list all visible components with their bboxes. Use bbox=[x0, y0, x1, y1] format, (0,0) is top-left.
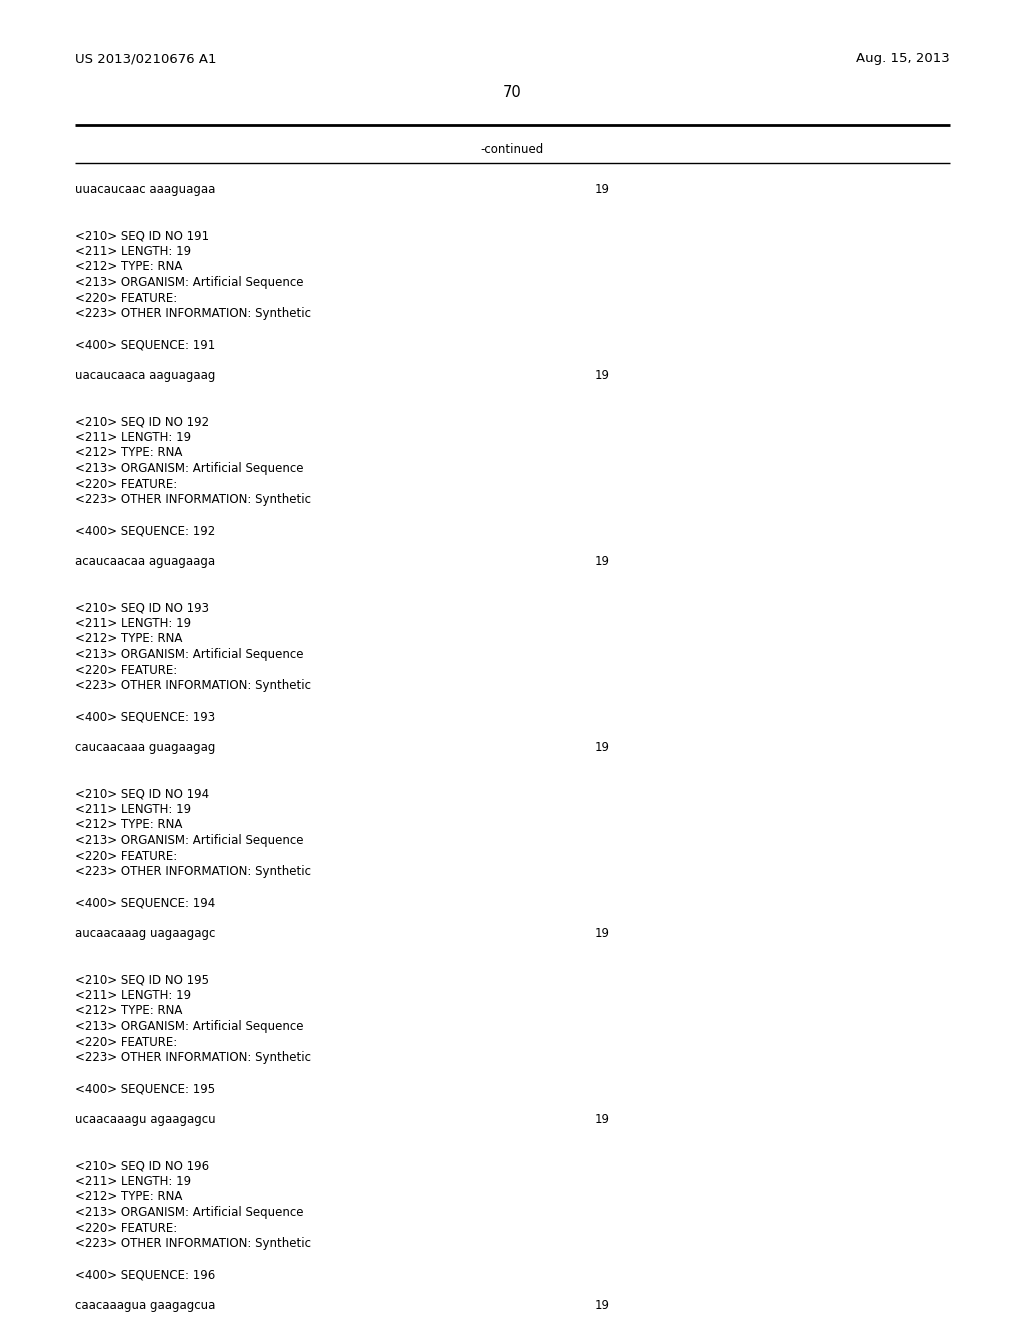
Text: <211> LENGTH: 19: <211> LENGTH: 19 bbox=[75, 803, 191, 816]
Text: 70: 70 bbox=[503, 84, 521, 100]
Text: US 2013/0210676 A1: US 2013/0210676 A1 bbox=[75, 51, 216, 65]
Text: <220> FEATURE:: <220> FEATURE: bbox=[75, 1221, 177, 1234]
Text: 19: 19 bbox=[595, 554, 610, 568]
Text: <223> OTHER INFORMATION: Synthetic: <223> OTHER INFORMATION: Synthetic bbox=[75, 492, 311, 506]
Text: <223> OTHER INFORMATION: Synthetic: <223> OTHER INFORMATION: Synthetic bbox=[75, 865, 311, 878]
Text: <210> SEQ ID NO 194: <210> SEQ ID NO 194 bbox=[75, 788, 209, 800]
Text: <212> TYPE: RNA: <212> TYPE: RNA bbox=[75, 260, 182, 273]
Text: <213> ORGANISM: Artificial Sequence: <213> ORGANISM: Artificial Sequence bbox=[75, 1020, 303, 1034]
Text: <223> OTHER INFORMATION: Synthetic: <223> OTHER INFORMATION: Synthetic bbox=[75, 678, 311, 692]
Text: <212> TYPE: RNA: <212> TYPE: RNA bbox=[75, 1005, 182, 1018]
Text: <213> ORGANISM: Artificial Sequence: <213> ORGANISM: Artificial Sequence bbox=[75, 834, 303, 847]
Text: <400> SEQUENCE: 196: <400> SEQUENCE: 196 bbox=[75, 1269, 215, 1280]
Text: <211> LENGTH: 19: <211> LENGTH: 19 bbox=[75, 989, 191, 1002]
Text: <223> OTHER INFORMATION: Synthetic: <223> OTHER INFORMATION: Synthetic bbox=[75, 308, 311, 319]
Text: <220> FEATURE:: <220> FEATURE: bbox=[75, 1035, 177, 1048]
Text: <213> ORGANISM: Artificial Sequence: <213> ORGANISM: Artificial Sequence bbox=[75, 462, 303, 475]
Text: <400> SEQUENCE: 192: <400> SEQUENCE: 192 bbox=[75, 524, 215, 537]
Text: aucaacaaag uagaagagc: aucaacaaag uagaagagc bbox=[75, 927, 215, 940]
Text: <220> FEATURE:: <220> FEATURE: bbox=[75, 850, 177, 862]
Text: <211> LENGTH: 19: <211> LENGTH: 19 bbox=[75, 616, 191, 630]
Text: <210> SEQ ID NO 191: <210> SEQ ID NO 191 bbox=[75, 230, 209, 243]
Text: 19: 19 bbox=[595, 1113, 610, 1126]
Text: <213> ORGANISM: Artificial Sequence: <213> ORGANISM: Artificial Sequence bbox=[75, 648, 303, 661]
Text: <212> TYPE: RNA: <212> TYPE: RNA bbox=[75, 1191, 182, 1204]
Text: <400> SEQUENCE: 191: <400> SEQUENCE: 191 bbox=[75, 338, 215, 351]
Text: <213> ORGANISM: Artificial Sequence: <213> ORGANISM: Artificial Sequence bbox=[75, 1206, 303, 1218]
Text: uuacaucaac aaaguagaa: uuacaucaac aaaguagaa bbox=[75, 183, 215, 195]
Text: -continued: -continued bbox=[480, 143, 544, 156]
Text: 19: 19 bbox=[595, 741, 610, 754]
Text: 19: 19 bbox=[595, 1299, 610, 1312]
Text: <211> LENGTH: 19: <211> LENGTH: 19 bbox=[75, 432, 191, 444]
Text: <220> FEATURE:: <220> FEATURE: bbox=[75, 664, 177, 676]
Text: <220> FEATURE:: <220> FEATURE: bbox=[75, 292, 177, 305]
Text: <212> TYPE: RNA: <212> TYPE: RNA bbox=[75, 446, 182, 459]
Text: <211> LENGTH: 19: <211> LENGTH: 19 bbox=[75, 246, 191, 257]
Text: uacaucaaca aaguagaag: uacaucaaca aaguagaag bbox=[75, 370, 215, 381]
Text: <400> SEQUENCE: 194: <400> SEQUENCE: 194 bbox=[75, 896, 215, 909]
Text: 19: 19 bbox=[595, 183, 610, 195]
Text: <220> FEATURE:: <220> FEATURE: bbox=[75, 478, 177, 491]
Text: <223> OTHER INFORMATION: Synthetic: <223> OTHER INFORMATION: Synthetic bbox=[75, 1237, 311, 1250]
Text: <210> SEQ ID NO 193: <210> SEQ ID NO 193 bbox=[75, 602, 209, 615]
Text: <213> ORGANISM: Artificial Sequence: <213> ORGANISM: Artificial Sequence bbox=[75, 276, 303, 289]
Text: 19: 19 bbox=[595, 927, 610, 940]
Text: acaucaacaa aguagaaga: acaucaacaa aguagaaga bbox=[75, 554, 215, 568]
Text: ucaacaaagu agaagagcu: ucaacaaagu agaagagcu bbox=[75, 1113, 216, 1126]
Text: <400> SEQUENCE: 193: <400> SEQUENCE: 193 bbox=[75, 710, 215, 723]
Text: <210> SEQ ID NO 196: <210> SEQ ID NO 196 bbox=[75, 1159, 209, 1172]
Text: caucaacaaa guagaagag: caucaacaaa guagaagag bbox=[75, 741, 215, 754]
Text: <210> SEQ ID NO 195: <210> SEQ ID NO 195 bbox=[75, 974, 209, 986]
Text: caacaaagua gaagagcua: caacaaagua gaagagcua bbox=[75, 1299, 215, 1312]
Text: <212> TYPE: RNA: <212> TYPE: RNA bbox=[75, 818, 182, 832]
Text: <210> SEQ ID NO 192: <210> SEQ ID NO 192 bbox=[75, 416, 209, 429]
Text: <211> LENGTH: 19: <211> LENGTH: 19 bbox=[75, 1175, 191, 1188]
Text: <212> TYPE: RNA: <212> TYPE: RNA bbox=[75, 632, 182, 645]
Text: 19: 19 bbox=[595, 370, 610, 381]
Text: <400> SEQUENCE: 195: <400> SEQUENCE: 195 bbox=[75, 1082, 215, 1096]
Text: <223> OTHER INFORMATION: Synthetic: <223> OTHER INFORMATION: Synthetic bbox=[75, 1051, 311, 1064]
Text: Aug. 15, 2013: Aug. 15, 2013 bbox=[856, 51, 950, 65]
